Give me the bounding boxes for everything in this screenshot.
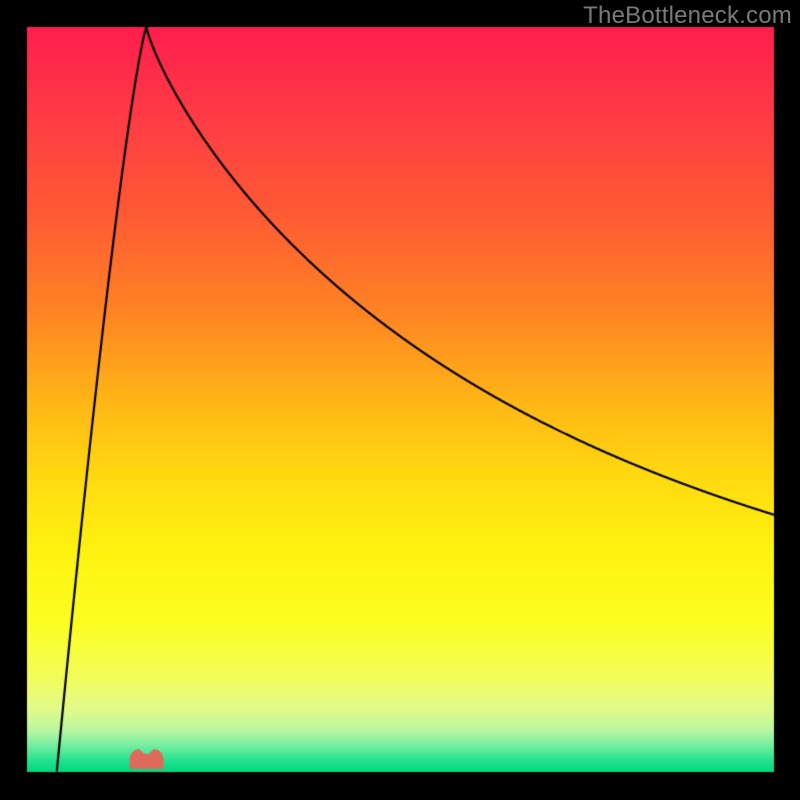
chart-container: TheBottleneck.com [0,0,800,800]
bottleneck-chart-canvas [0,0,800,800]
